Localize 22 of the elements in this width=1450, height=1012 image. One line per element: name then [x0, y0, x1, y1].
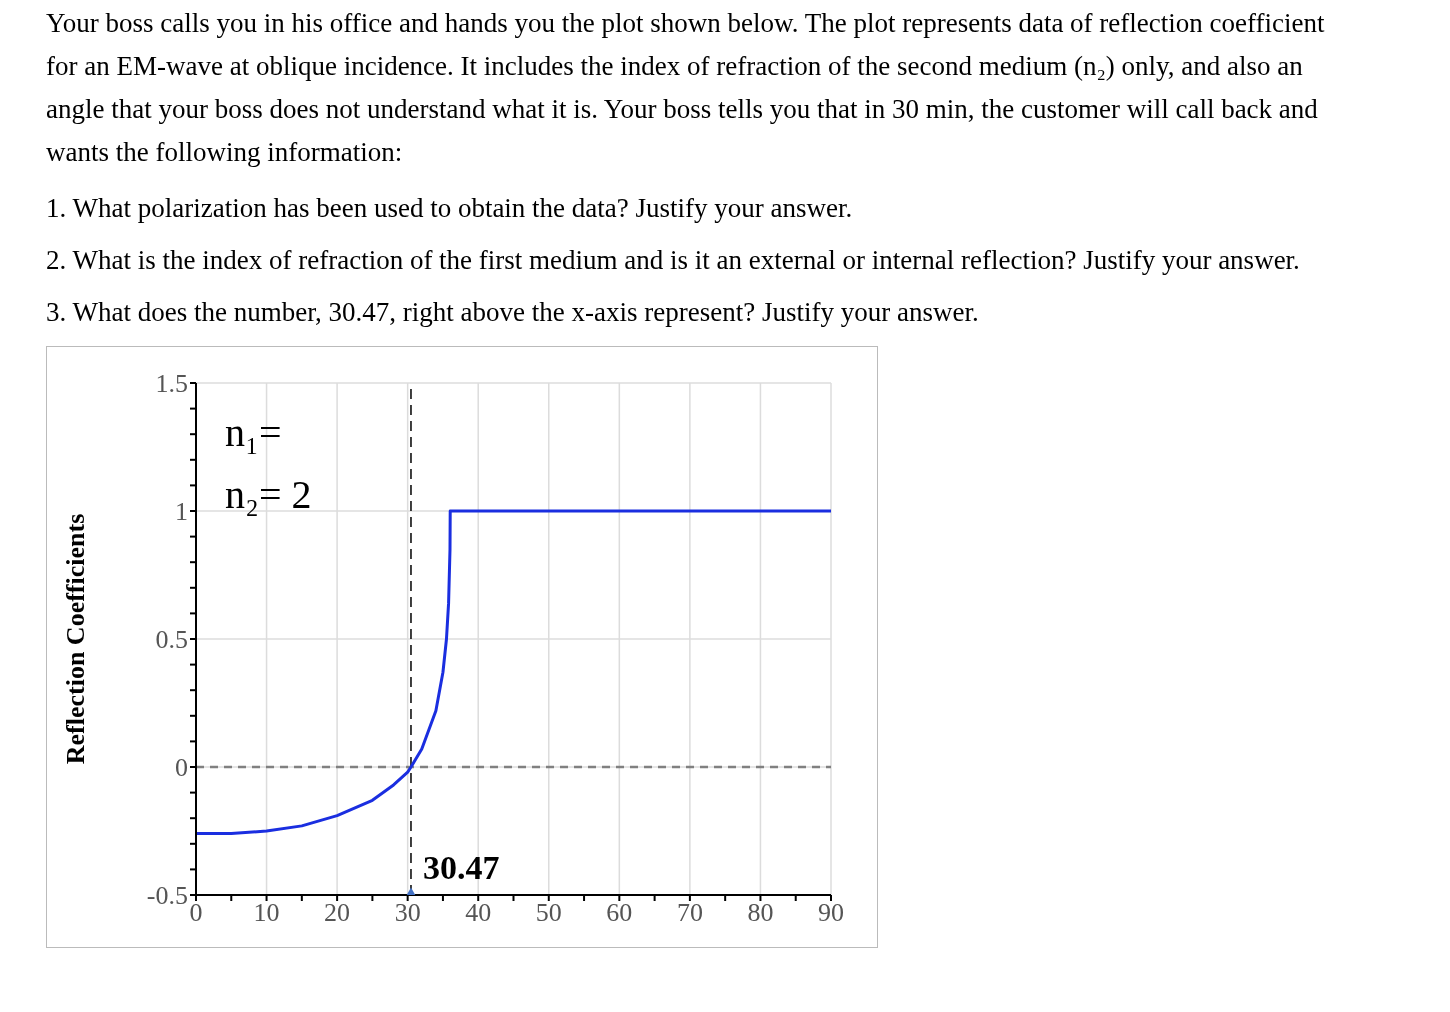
x-tick-label: 10: [253, 898, 280, 928]
x-tick-label: 60: [606, 898, 633, 928]
annotation: n₂= 2: [225, 471, 312, 518]
text: 2. What is the index of refraction of the first medium and is it an external or internal reflection? Justify your answer.: [46, 244, 1301, 277]
x-tick-label: 50: [535, 898, 562, 928]
y-tick-label: 0: [175, 753, 188, 783]
x-tick-label: 80: [747, 898, 774, 928]
ref-line-label: 30.47: [422, 849, 500, 886]
annotation: n₁=: [225, 409, 282, 456]
x-tick-label: 70: [676, 898, 703, 928]
text: 1. What polarization has been used to obtain the data? Justify your answer.: [46, 192, 854, 225]
y-tick-label: -0.5: [146, 881, 188, 911]
x-tick-label: 30: [394, 898, 421, 928]
x-tick-label: 40: [465, 898, 492, 928]
y-tick-label: 0.5: [155, 625, 188, 655]
y-tick-label: 1: [175, 497, 188, 527]
text: 3. What does the number, 30.47, right above the x-axis represent? Justify your answer.: [46, 296, 980, 329]
y-axis-title: Reflection Coefficients: [61, 513, 91, 765]
x-tick-label: 20: [324, 898, 351, 928]
text: Your boss calls you in his office and hands you the plot shown below. The plot represents data of reflection coefficient for an EM-wave at oblique incidence. It includes the index of refraction of the second medium (n₂) only, and also an angle that your boss does not understand what it is. Your boss tells you that in 30 min, the customer will call back and wants the following information:: [46, 7, 1326, 169]
y-tick-label: 1.5: [155, 369, 188, 399]
x-tick-label: 90: [818, 898, 844, 928]
